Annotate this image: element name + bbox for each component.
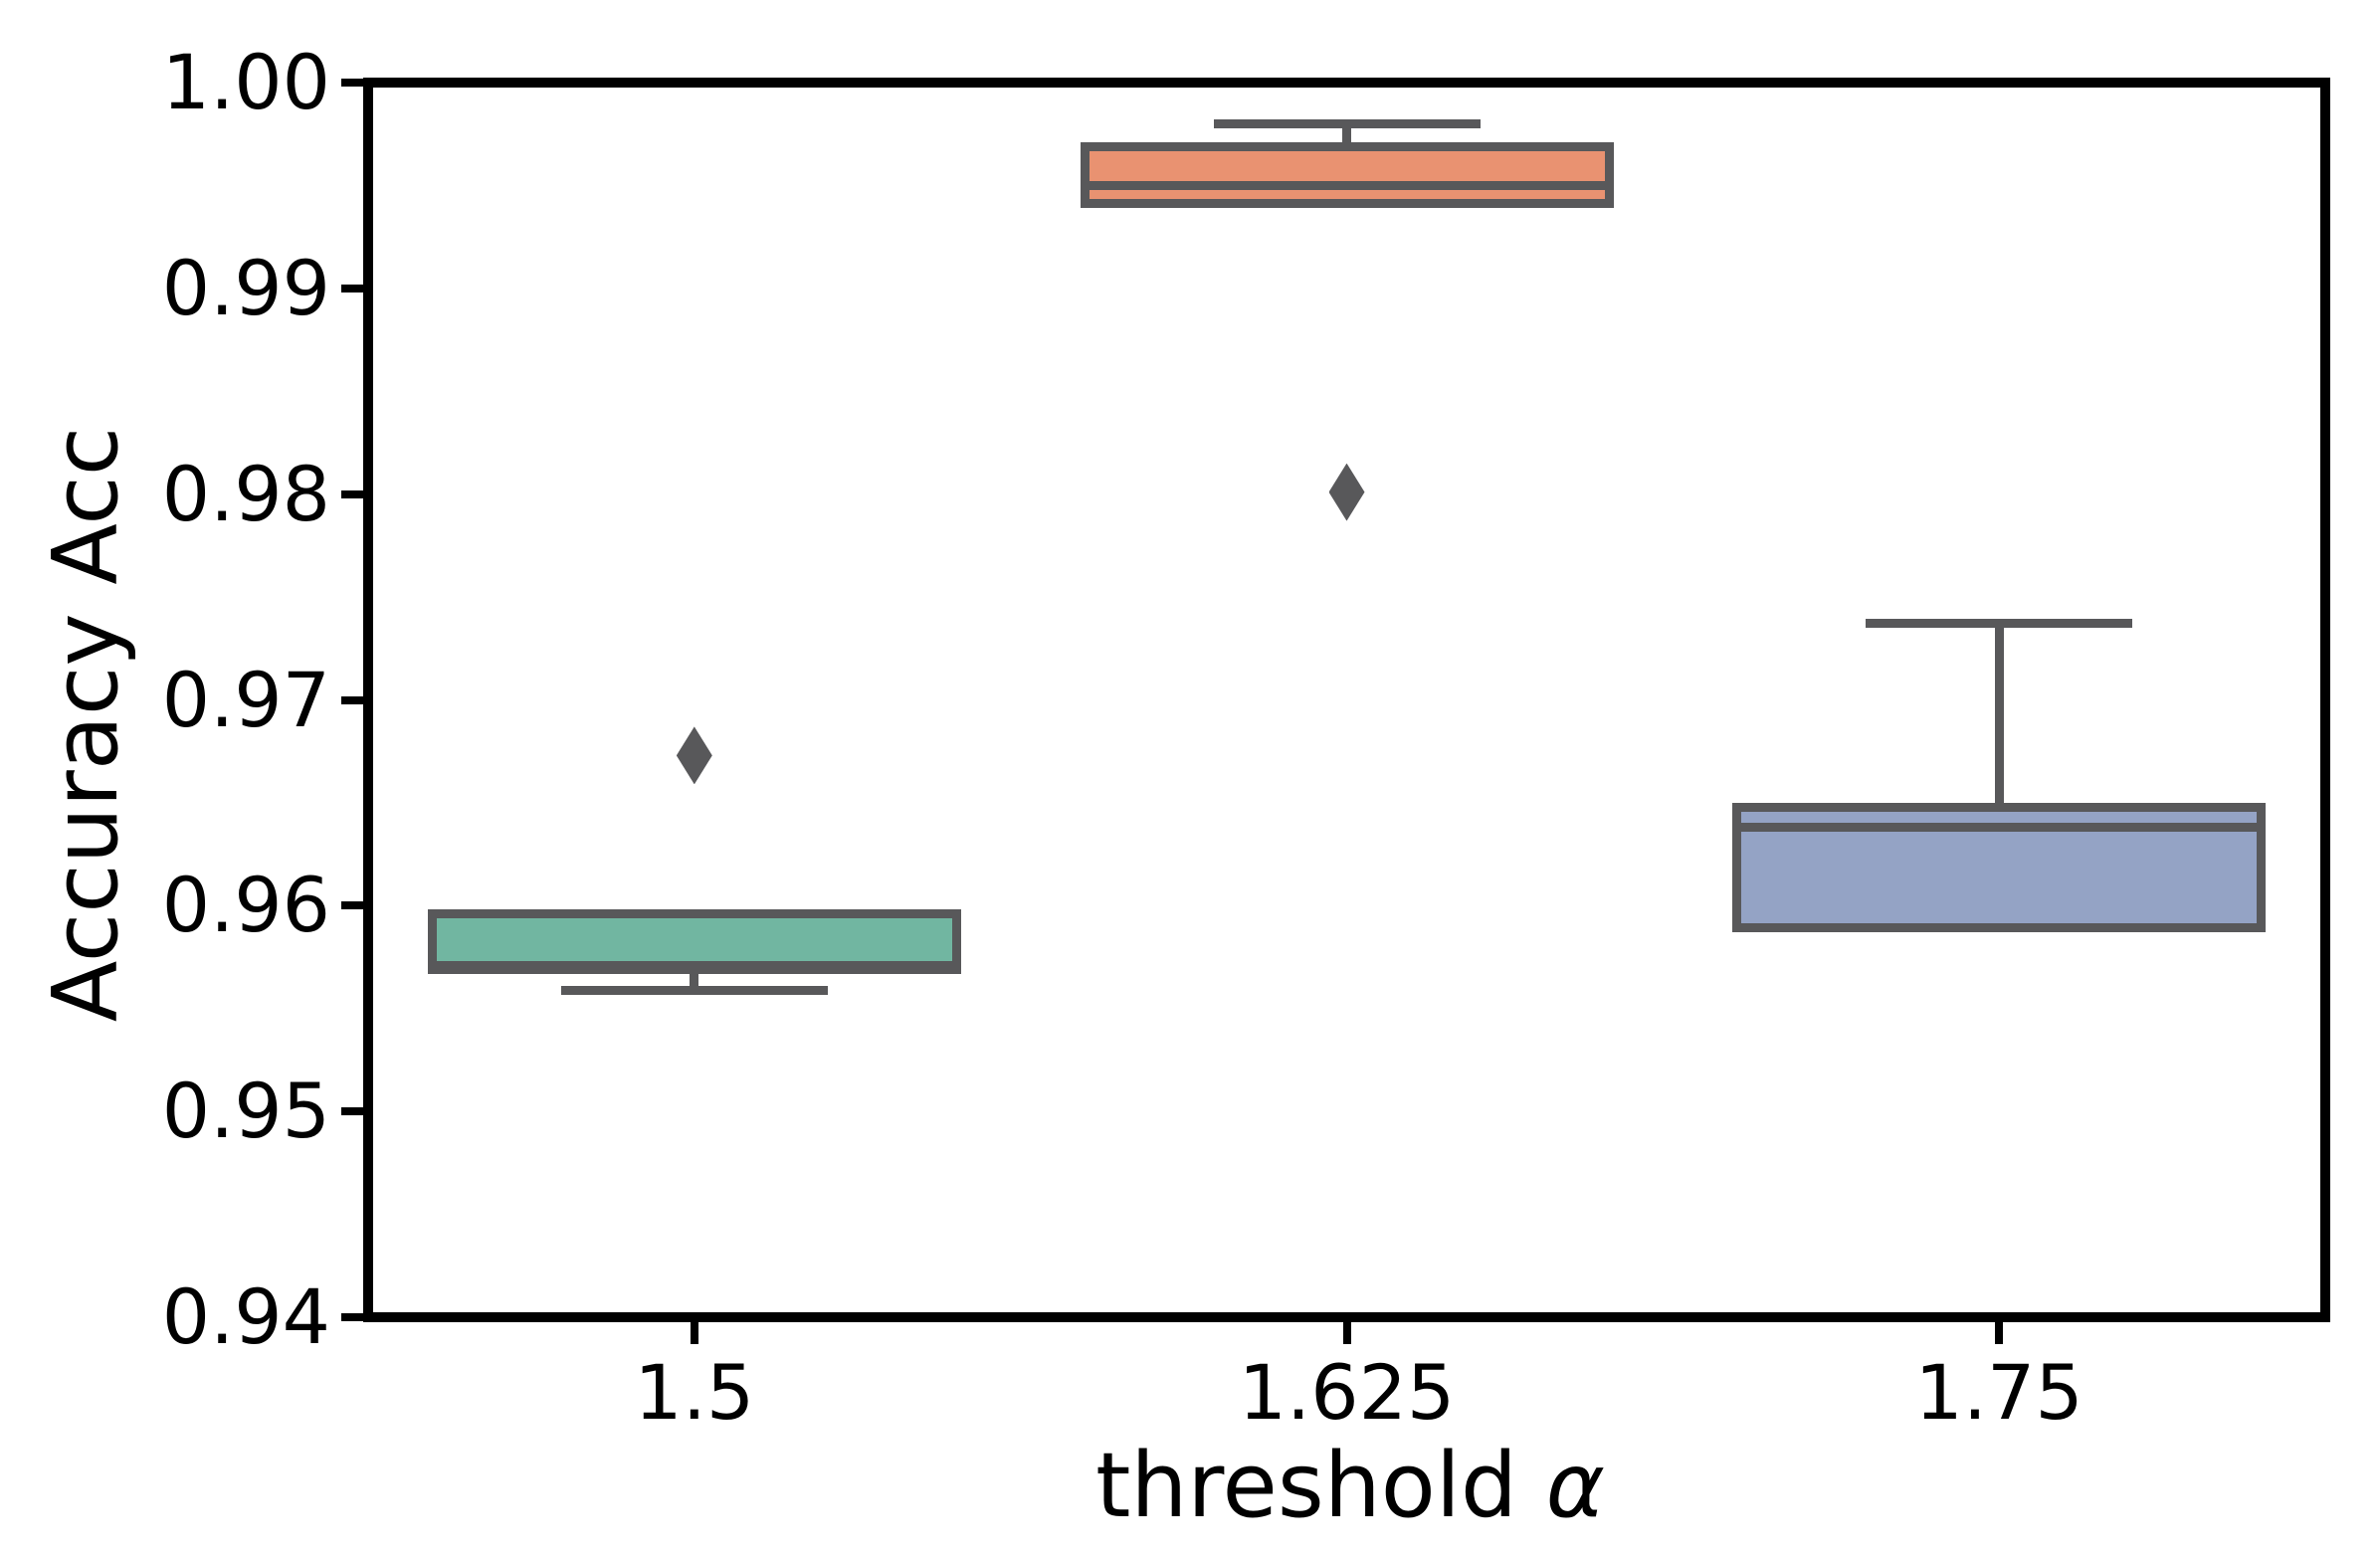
median-1.75 <box>1732 823 2267 833</box>
x-tick-mark <box>1342 1322 1351 1344</box>
x-tick-label: 1.75 <box>1914 1348 2083 1437</box>
y-axis-label: Accuracy Acc <box>34 426 138 1023</box>
whisker-stem-low <box>690 973 699 991</box>
y-tick-mark <box>341 1107 363 1116</box>
x-tick-label: 1.5 <box>634 1348 755 1437</box>
y-tick-mark <box>341 1313 363 1321</box>
y-tick-mark <box>341 284 363 292</box>
y-tick-mark <box>341 901 363 910</box>
alpha-symbol: α <box>1545 1434 1605 1538</box>
y-tick-mark <box>341 489 363 498</box>
y-tick-label: 1.00 <box>161 38 330 126</box>
y-tick-label: 0.96 <box>161 861 330 950</box>
x-tick-label: 1.625 <box>1238 1348 1456 1437</box>
y-tick-label: 0.98 <box>161 449 330 538</box>
whisker-stem-high <box>1994 623 2004 803</box>
y-tick-mark <box>341 695 363 704</box>
median-1.5 <box>427 960 961 970</box>
y-tick-mark <box>341 79 363 87</box>
x-axis-label: threshold α <box>1095 1442 1605 1531</box>
plot-area <box>363 78 2330 1322</box>
box-1.625 <box>1080 141 1614 209</box>
y-tick-label: 0.94 <box>161 1272 330 1361</box>
x-axis-label-text: threshold <box>1095 1434 1546 1538</box>
x-tick-mark <box>690 1322 698 1344</box>
median-1.625 <box>1080 180 1614 190</box>
y-tick-label: 0.99 <box>161 243 330 332</box>
y-tick-label: 0.95 <box>161 1067 330 1156</box>
y-tick-label: 0.97 <box>161 655 330 744</box>
whisker-cap-low <box>560 985 828 995</box>
whisker-cap-high <box>1866 619 2133 629</box>
x-tick-mark <box>1995 1322 2004 1344</box>
whisker-stem-high <box>1342 123 1351 142</box>
whisker-cap-high <box>1213 118 1481 128</box>
